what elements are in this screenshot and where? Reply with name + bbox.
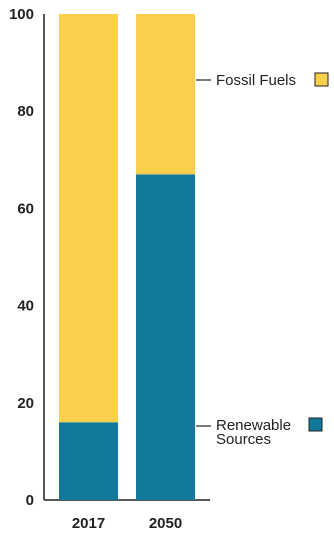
bar-2050-renewable-sources — [136, 174, 195, 500]
x-category-label: 2050 — [149, 515, 182, 532]
y-tick-label: 60 — [17, 200, 34, 217]
y-axis-ticks: 0 20 40 60 80 100 — [9, 6, 34, 509]
bar-2050-fossil-fuels — [136, 14, 195, 175]
legend-renewable-sources: Renewable Sources — [196, 417, 323, 448]
y-tick-label: 80 — [17, 103, 34, 120]
bar-2017-fossil-fuels — [59, 14, 118, 423]
legend-renewable-swatch — [308, 417, 323, 432]
y-tick-label: 20 — [17, 395, 34, 412]
x-axis-categories: 2017 2050 — [72, 515, 182, 532]
legend-renewable-label-line2: Sources — [216, 431, 271, 448]
y-tick-label: 100 — [9, 6, 34, 23]
legend-fossil-label: Fossil Fuels — [216, 72, 296, 89]
x-category-label: 2017 — [72, 515, 105, 532]
legend-renewable-label-line1: Renewable — [216, 417, 291, 434]
bars-group — [59, 14, 195, 500]
y-tick-label: 40 — [17, 298, 34, 315]
legend-fossil-fuels: Fossil Fuels — [196, 72, 329, 89]
y-tick-label: 0 — [26, 492, 34, 509]
legend-fossil-swatch — [314, 72, 329, 87]
bar-2017-renewable-sources — [59, 422, 118, 500]
